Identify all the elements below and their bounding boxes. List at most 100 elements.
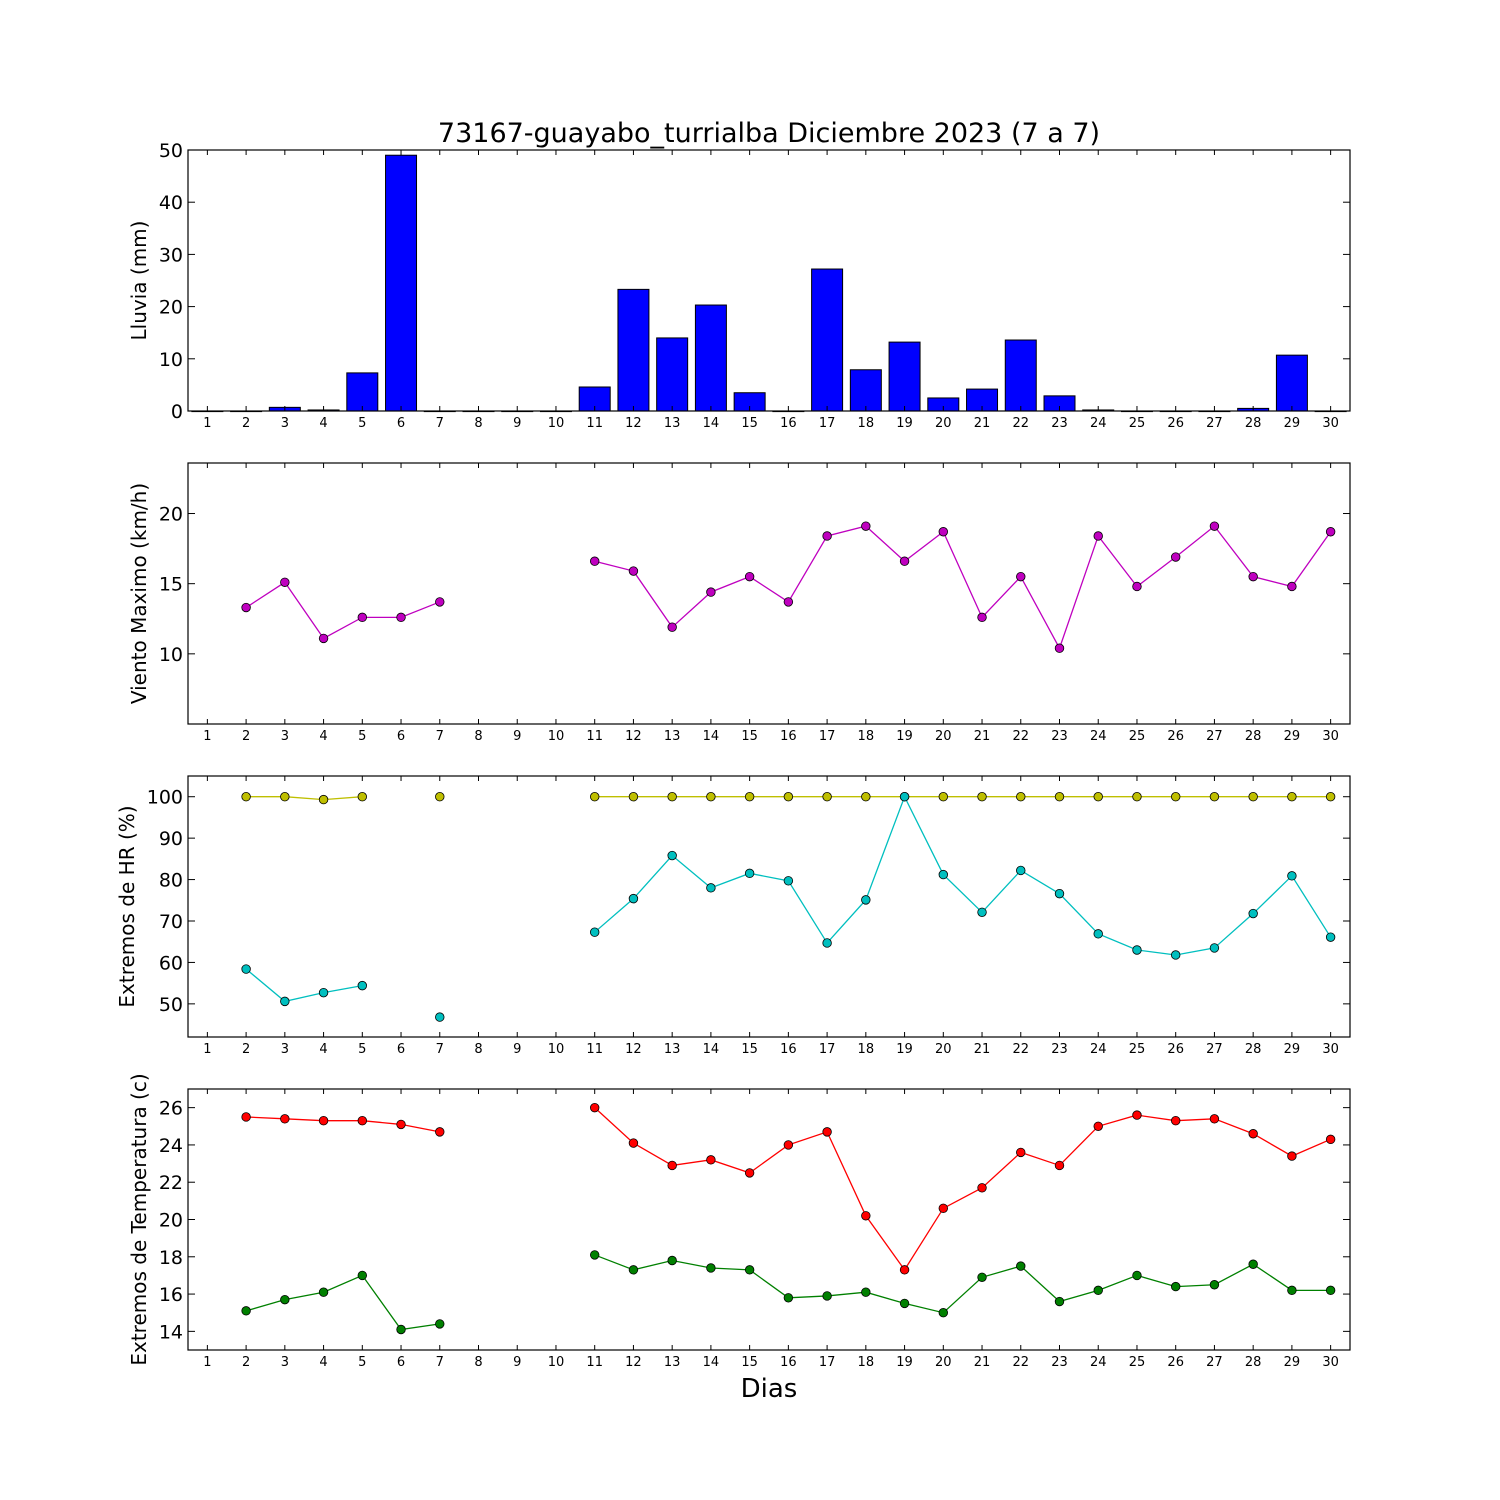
series-2-point-day-5 xyxy=(357,980,368,991)
series-2-point-day-28 xyxy=(1248,908,1258,919)
x-tick-label: 25 xyxy=(1129,729,1146,744)
series-2-point-day-3 xyxy=(280,1294,290,1305)
x-tick-label: 9 xyxy=(513,729,521,744)
series-1-point-day-3 xyxy=(280,1114,290,1124)
series-1-line-1 xyxy=(246,796,363,801)
bar-day-12 xyxy=(617,288,650,412)
x-tick-label: 20 xyxy=(935,416,952,431)
x-tick-label: 20 xyxy=(935,1042,952,1057)
series-1-point-day-6 xyxy=(396,612,406,623)
series-2-point-day-7 xyxy=(435,1012,445,1022)
x-tick-label: 24 xyxy=(1090,416,1107,431)
series-2-point-day-6 xyxy=(396,1324,406,1335)
series-2-point-day-29 xyxy=(1287,871,1297,881)
x-tick-label: 27 xyxy=(1206,729,1223,744)
series-1-point-day-18 xyxy=(861,792,871,802)
series-1-point-day-11 xyxy=(590,792,600,802)
series-2-point-day-11 xyxy=(590,927,600,937)
x-tick-label: 23 xyxy=(1051,729,1068,744)
series-2-point-day-26 xyxy=(1170,1281,1181,1292)
y-tick-label: 20 xyxy=(159,297,183,319)
x-tick-label: 30 xyxy=(1322,416,1339,431)
x-tick-label: 12 xyxy=(625,1042,642,1057)
series-1-point-day-25 xyxy=(1132,792,1142,802)
x-tick-label: 11 xyxy=(586,1042,603,1057)
series-2-point-day-3 xyxy=(280,996,290,1007)
x-tick-label: 10 xyxy=(548,1355,565,1370)
bar-day-19 xyxy=(888,341,921,412)
series-2-point-day-21 xyxy=(977,907,987,918)
bar-day-17 xyxy=(811,268,844,412)
panel-4: 1 2 3 4 5 6 7 8 9 10 11 12 13 14 15 16 17 18 19 20 21 22 23 24 2… xyxy=(127,1073,1351,1370)
series-1-point-day-19 xyxy=(899,556,910,566)
series-1-point-day-30 xyxy=(1325,792,1336,802)
series-1-point-day-7 xyxy=(435,1127,445,1137)
x-tick-label: 13 xyxy=(664,729,681,744)
series-1-point-day-2 xyxy=(241,1112,251,1122)
y-axis-label: Extremos de HR (%) xyxy=(115,805,139,1007)
series-2-point-day-28 xyxy=(1248,1259,1258,1269)
series-1-point-day-22 xyxy=(1016,571,1026,582)
x-tick-label: 8 xyxy=(474,729,482,744)
series-2-line-1 xyxy=(245,1274,440,1331)
series-2-point-day-27 xyxy=(1209,1280,1220,1290)
series-2-point-day-12 xyxy=(628,1265,639,1275)
series-1-point-day-17 xyxy=(822,792,832,802)
axes-frame xyxy=(187,1088,1351,1351)
y-tick-label: 10 xyxy=(159,644,183,666)
series-2-point-day-18 xyxy=(861,1287,871,1297)
x-tick-label: 1 xyxy=(203,729,211,744)
x-tick-label: 22 xyxy=(1012,1042,1029,1057)
y-tick-label: 24 xyxy=(159,1135,183,1157)
x-tick-label: 22 xyxy=(1012,729,1029,744)
x-tick-label: 10 xyxy=(548,729,565,744)
x-tick-label: 9 xyxy=(513,1042,521,1057)
y-tick-label: 50 xyxy=(159,140,183,162)
series-2-point-day-7 xyxy=(435,1319,445,1329)
series-1-point-day-22 xyxy=(1016,1147,1026,1158)
bar-day-6 xyxy=(385,154,418,412)
series-1-point-day-12 xyxy=(628,792,639,802)
x-tick-label: 24 xyxy=(1090,1042,1107,1057)
x-tick-label: 21 xyxy=(974,416,991,431)
x-tick-label: 17 xyxy=(819,416,836,431)
x-tick-label: 8 xyxy=(474,1042,482,1057)
series-1-point-day-26 xyxy=(1170,1115,1181,1126)
series-2-point-day-30 xyxy=(1325,932,1336,942)
x-tick-label: 19 xyxy=(896,729,913,744)
series-1-point-day-3 xyxy=(280,792,290,802)
x-tick-label: 16 xyxy=(780,416,797,431)
series-2-point-day-20 xyxy=(938,869,949,880)
x-tick-label: 28 xyxy=(1245,1355,1262,1370)
series-1-point-day-24 xyxy=(1093,531,1103,541)
series-1-point-day-21 xyxy=(977,792,987,802)
series-2-point-day-18 xyxy=(861,895,871,905)
series-1-point-day-11 xyxy=(590,556,600,566)
x-tick-label: 22 xyxy=(1012,1355,1029,1370)
x-tick-label: 19 xyxy=(896,416,913,431)
series-2-point-day-14 xyxy=(706,1263,716,1273)
series-2-point-day-26 xyxy=(1170,950,1181,960)
x-tick-label: 10 xyxy=(548,416,565,431)
series-2-point-day-22 xyxy=(1016,865,1026,876)
x-tick-label: 19 xyxy=(896,1042,913,1057)
series-2-point-day-21 xyxy=(977,1272,987,1282)
series-2-point-day-22 xyxy=(1016,1261,1026,1271)
x-tick-label: 1 xyxy=(203,416,211,431)
x-axis-label: Dias xyxy=(741,1374,798,1404)
series-1-line-1 xyxy=(246,1116,440,1133)
x-tick-label: 4 xyxy=(319,1355,327,1370)
series-1-point-day-17 xyxy=(822,1127,832,1137)
series-1-point-day-14 xyxy=(706,587,716,597)
series-1-point-day-7 xyxy=(435,792,445,802)
panel-1: 1 2 3 4 5 6 7 8 9 10 11 12 13 14 15 16 17 18 19 20 21 22 23 24 2… xyxy=(127,140,1351,431)
chart-title: 73167-guayabo_turrialba Diciembre 2023 (… xyxy=(438,118,1100,149)
series-2-point-day-25 xyxy=(1132,1270,1142,1281)
series-1-point-day-14 xyxy=(706,792,716,802)
series-1-line-1 xyxy=(245,581,441,640)
x-tick-label: 18 xyxy=(858,1355,875,1370)
series-1-point-day-25 xyxy=(1132,1110,1142,1120)
x-tick-label: 12 xyxy=(625,416,642,431)
series-2-point-day-2 xyxy=(241,964,251,974)
x-tick-label: 6 xyxy=(397,729,405,744)
